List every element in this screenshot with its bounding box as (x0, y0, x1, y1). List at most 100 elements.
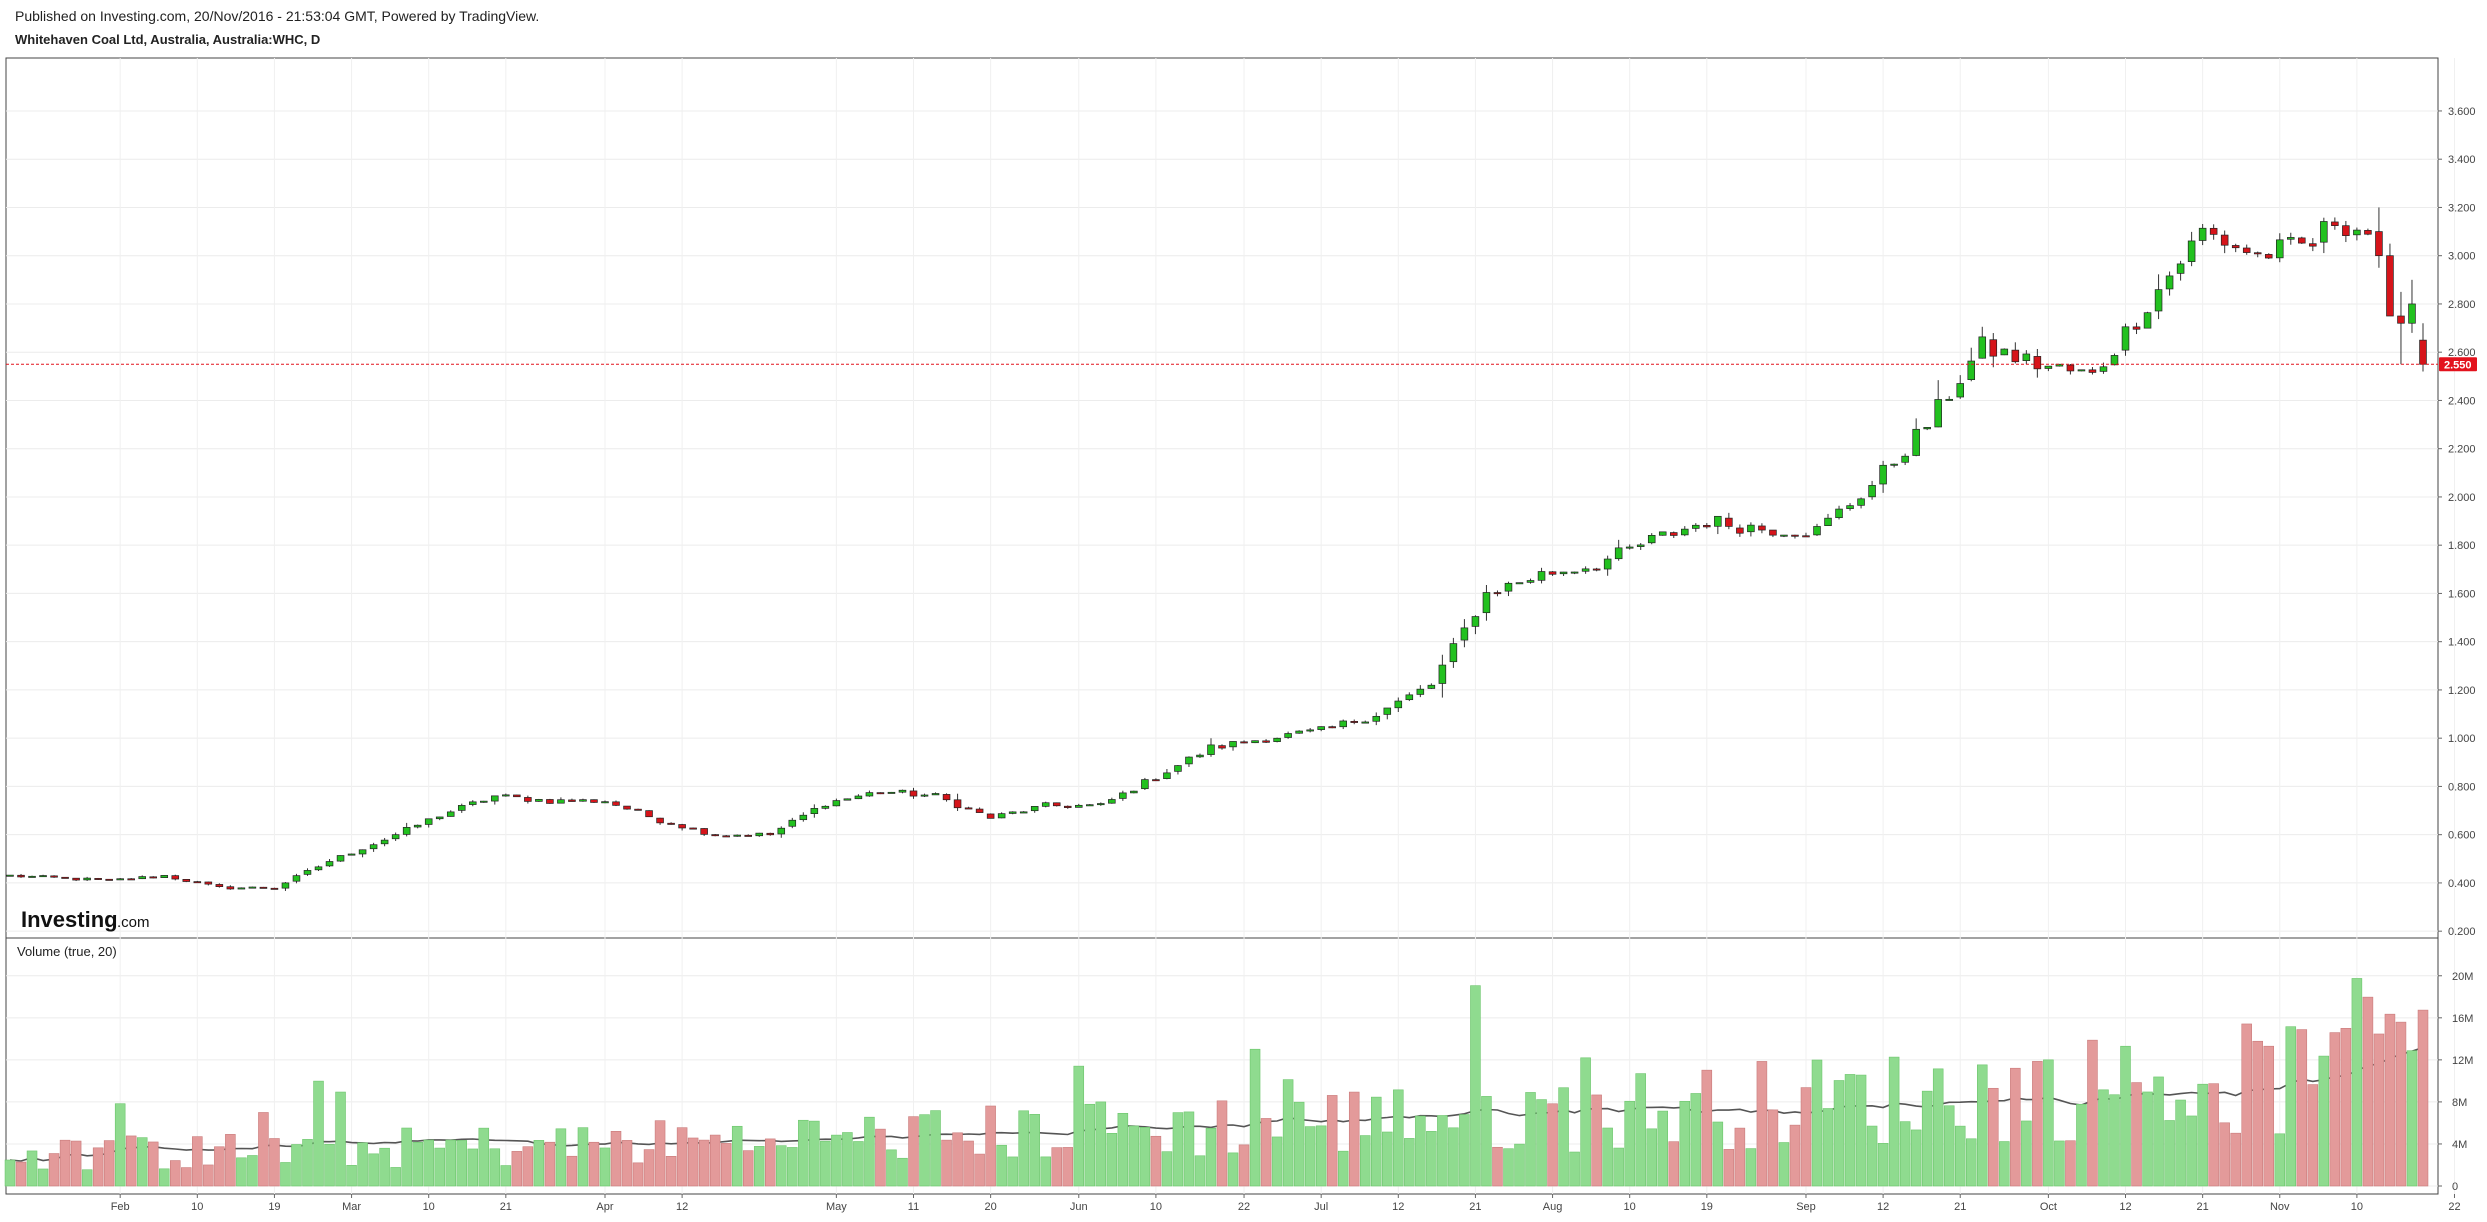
candle-body (2298, 237, 2306, 244)
volume-bar (2263, 1045, 2275, 1187)
candle-body (986, 813, 995, 819)
candle-body (1647, 535, 1656, 544)
volume-bar (599, 1147, 611, 1187)
candle (2364, 228, 2372, 236)
candle-body (2320, 221, 2328, 243)
candle (997, 812, 1006, 819)
candle (281, 882, 290, 891)
candle (2264, 253, 2273, 260)
volume-bar (2087, 1039, 2098, 1187)
last-price-value: 2.550 (2444, 359, 2472, 371)
candle-body (2408, 303, 2416, 324)
price-tick-label: 1.400 (2448, 637, 2476, 649)
candle-body (1956, 383, 1964, 398)
candle (1681, 526, 1689, 537)
candle-body (1185, 756, 1193, 765)
candle-body (2375, 231, 2383, 257)
candle-body (270, 887, 279, 890)
candle (1625, 544, 1634, 550)
candle-body (2033, 356, 2042, 370)
candle-body (843, 798, 852, 801)
candle-body (1967, 360, 1976, 380)
candle (1603, 555, 1612, 576)
candle-body (744, 834, 752, 837)
candle-body (1350, 721, 1358, 723)
candle (1559, 571, 1568, 577)
candle-body (1857, 498, 1865, 506)
volume-bar (1811, 1059, 1823, 1187)
volume-bar (2098, 1089, 2109, 1187)
volume-bar (478, 1127, 490, 1187)
volume-bar (1657, 1110, 1668, 1187)
candle-body (160, 875, 169, 878)
candle-body (942, 794, 951, 801)
candle (1857, 497, 1865, 509)
candle-body (1780, 534, 1788, 537)
volume-bar (742, 1150, 754, 1187)
candle (711, 834, 719, 837)
candle-body (2022, 353, 2031, 361)
volume-bar (2307, 1084, 2319, 1187)
volume-bar (1040, 1156, 1051, 1187)
candle (2231, 243, 2240, 253)
candle-body (700, 828, 708, 835)
volume-bar (1833, 1080, 1845, 1187)
candle (6, 874, 14, 877)
candle (2044, 365, 2053, 372)
time-tick-label: Nov (2270, 1201, 2290, 1213)
candle-body (237, 887, 246, 890)
candle-body (1945, 398, 1953, 401)
candle (810, 804, 819, 818)
candle (380, 837, 389, 847)
candle (1141, 777, 1149, 791)
candle (623, 805, 631, 810)
volume-bar (423, 1139, 434, 1187)
candle-body (1030, 806, 1039, 812)
candle-body (2264, 254, 2273, 259)
candle-body (1493, 592, 1502, 595)
volume-bar (897, 1157, 908, 1187)
candle (722, 835, 730, 838)
volume-bar (952, 1132, 963, 1187)
volume-bar (114, 1103, 126, 1187)
candle-body (2143, 312, 2152, 329)
volume-bar (2329, 1032, 2341, 1187)
candle (138, 875, 146, 880)
volume-bar (1304, 1126, 1316, 1187)
candle-body (1890, 463, 1898, 466)
volume-bar (621, 1140, 633, 1187)
candle-body (281, 882, 290, 889)
candle (248, 886, 257, 889)
candle (193, 880, 202, 884)
volume-bar (566, 1155, 578, 1187)
volume-bar (467, 1148, 479, 1187)
candle-body (1901, 455, 1909, 463)
volume-bar (1690, 1093, 1702, 1187)
volume-bar (81, 1169, 93, 1187)
candle (645, 810, 653, 818)
candle-body (1603, 558, 1612, 570)
candle-body (2231, 245, 2240, 249)
candle-body (579, 799, 587, 802)
candle-body (2342, 225, 2350, 236)
candle (931, 792, 940, 796)
volume-bar (1106, 1132, 1118, 1187)
volume-bar (489, 1148, 501, 1187)
volume-bar (765, 1138, 776, 1187)
volume-bar (963, 1140, 974, 1187)
volume-bar (687, 1137, 699, 1187)
volume-bar (1062, 1147, 1074, 1187)
candle (2154, 274, 2163, 320)
candle-body (83, 877, 91, 881)
candle-body (1372, 715, 1381, 722)
candle-body (1075, 804, 1083, 808)
volume-bar (1591, 1094, 1602, 1187)
volume-bar (1866, 1125, 1878, 1187)
price-tick-label: 0.200 (2448, 926, 2476, 938)
volume-bar (1899, 1121, 1911, 1187)
candle-body (590, 799, 598, 803)
volume-bar (588, 1141, 600, 1187)
time-tick-label: 21 (1469, 1201, 1481, 1213)
volume-bar (1877, 1143, 1889, 1187)
candle-body (171, 875, 180, 880)
